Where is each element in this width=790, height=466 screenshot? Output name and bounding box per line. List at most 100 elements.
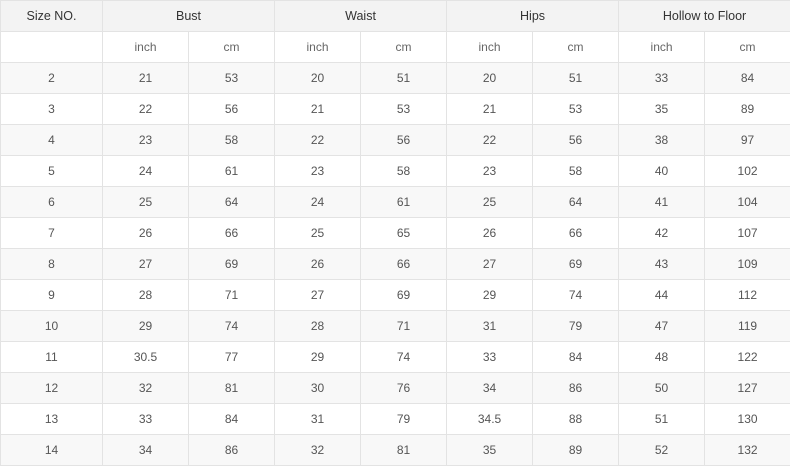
measure-cell: 109 — [704, 248, 790, 280]
measure-cell: 32 — [274, 434, 362, 466]
measure-cell: 79 — [360, 403, 448, 435]
measure-cell: 56 — [187, 93, 276, 125]
measure-cell: 74 — [187, 310, 276, 342]
unit-cell: inch — [274, 31, 362, 63]
measure-cell: 30.5 — [102, 341, 189, 373]
measure-cell: 66 — [187, 217, 276, 249]
measure-cell: 29 — [446, 279, 534, 311]
size-cell: 3 — [0, 93, 103, 125]
header-hollow-to-floor: Hollow to Floor — [618, 0, 790, 32]
measure-cell: 107 — [704, 217, 790, 249]
measure-cell: 112 — [704, 279, 790, 311]
measure-cell: 28 — [274, 310, 362, 342]
measure-cell: 61 — [360, 186, 448, 218]
measure-cell: 23 — [446, 155, 534, 187]
measure-cell: 24 — [102, 155, 189, 187]
measure-cell: 81 — [187, 372, 276, 404]
size-cell: 11 — [0, 341, 103, 373]
measure-cell: 51 — [618, 403, 706, 435]
table-row: 11 30.5 77 29 74 33 84 48 122 — [0, 341, 790, 373]
measure-cell: 71 — [360, 310, 448, 342]
measure-cell: 22 — [446, 124, 534, 156]
measure-cell: 56 — [532, 124, 620, 156]
unit-cell: cm — [360, 31, 448, 63]
measure-cell: 86 — [532, 372, 620, 404]
measure-cell: 26 — [274, 248, 362, 280]
measure-cell: 77 — [187, 341, 276, 373]
table-row: 5 24 61 23 58 23 58 40 102 — [0, 155, 790, 187]
size-cell: 9 — [0, 279, 103, 311]
measure-cell: 66 — [360, 248, 448, 280]
measure-cell: 40 — [618, 155, 706, 187]
size-cell: 8 — [0, 248, 103, 280]
unit-row: inch cm inch cm inch cm inch cm — [0, 31, 790, 63]
table-row: 13 33 84 31 79 34.5 88 51 130 — [0, 403, 790, 435]
measure-cell: 23 — [274, 155, 362, 187]
header-waist: Waist — [274, 0, 448, 32]
measure-cell: 69 — [532, 248, 620, 280]
unit-cell: inch — [446, 31, 534, 63]
measure-cell: 84 — [532, 341, 620, 373]
measure-cell: 27 — [102, 248, 189, 280]
measure-cell: 65 — [360, 217, 448, 249]
unit-blank — [0, 31, 103, 63]
measure-cell: 47 — [618, 310, 706, 342]
measure-cell: 53 — [187, 62, 276, 94]
measure-cell: 50 — [618, 372, 706, 404]
measure-cell: 61 — [187, 155, 276, 187]
measure-cell: 20 — [274, 62, 362, 94]
measure-cell: 22 — [274, 124, 362, 156]
measure-cell: 21 — [446, 93, 534, 125]
measure-cell: 119 — [704, 310, 790, 342]
unit-cell: cm — [532, 31, 620, 63]
measure-cell: 58 — [360, 155, 448, 187]
measure-cell: 71 — [187, 279, 276, 311]
size-cell: 4 — [0, 124, 103, 156]
measure-cell: 25 — [102, 186, 189, 218]
measure-cell: 31 — [274, 403, 362, 435]
unit-cell: inch — [102, 31, 189, 63]
measure-cell: 26 — [102, 217, 189, 249]
measure-cell: 21 — [102, 62, 189, 94]
size-cell: 6 — [0, 186, 103, 218]
measure-cell: 58 — [532, 155, 620, 187]
measure-cell: 64 — [187, 186, 276, 218]
measure-cell: 69 — [360, 279, 448, 311]
measure-cell: 27 — [274, 279, 362, 311]
size-cell: 2 — [0, 62, 103, 94]
measure-cell: 29 — [274, 341, 362, 373]
measure-cell: 33 — [102, 403, 189, 435]
size-cell: 14 — [0, 434, 103, 466]
measure-cell: 20 — [446, 62, 534, 94]
unit-cell: cm — [704, 31, 790, 63]
measure-cell: 89 — [704, 93, 790, 125]
measure-cell: 122 — [704, 341, 790, 373]
measure-cell: 81 — [360, 434, 448, 466]
table-row: 2 21 53 20 51 20 51 33 84 — [0, 62, 790, 94]
measure-cell: 84 — [187, 403, 276, 435]
measure-cell: 25 — [274, 217, 362, 249]
measure-cell: 58 — [187, 124, 276, 156]
measure-cell: 69 — [187, 248, 276, 280]
unit-cell: inch — [618, 31, 706, 63]
measure-cell: 32 — [102, 372, 189, 404]
header-size: Size NO. — [0, 0, 103, 32]
measure-cell: 97 — [704, 124, 790, 156]
table-row: 4 23 58 22 56 22 56 38 97 — [0, 124, 790, 156]
measure-cell: 51 — [532, 62, 620, 94]
size-cell: 12 — [0, 372, 103, 404]
size-cell: 10 — [0, 310, 103, 342]
measure-cell: 44 — [618, 279, 706, 311]
measure-cell: 56 — [360, 124, 448, 156]
measure-cell: 88 — [532, 403, 620, 435]
measure-cell: 38 — [618, 124, 706, 156]
header-row: Size NO. Bust Waist Hips Hollow to Floor — [0, 0, 790, 32]
measure-cell: 102 — [704, 155, 790, 187]
measure-cell: 66 — [532, 217, 620, 249]
measure-cell: 130 — [704, 403, 790, 435]
measure-cell: 42 — [618, 217, 706, 249]
size-cell: 7 — [0, 217, 103, 249]
measure-cell: 41 — [618, 186, 706, 218]
measure-cell: 28 — [102, 279, 189, 311]
